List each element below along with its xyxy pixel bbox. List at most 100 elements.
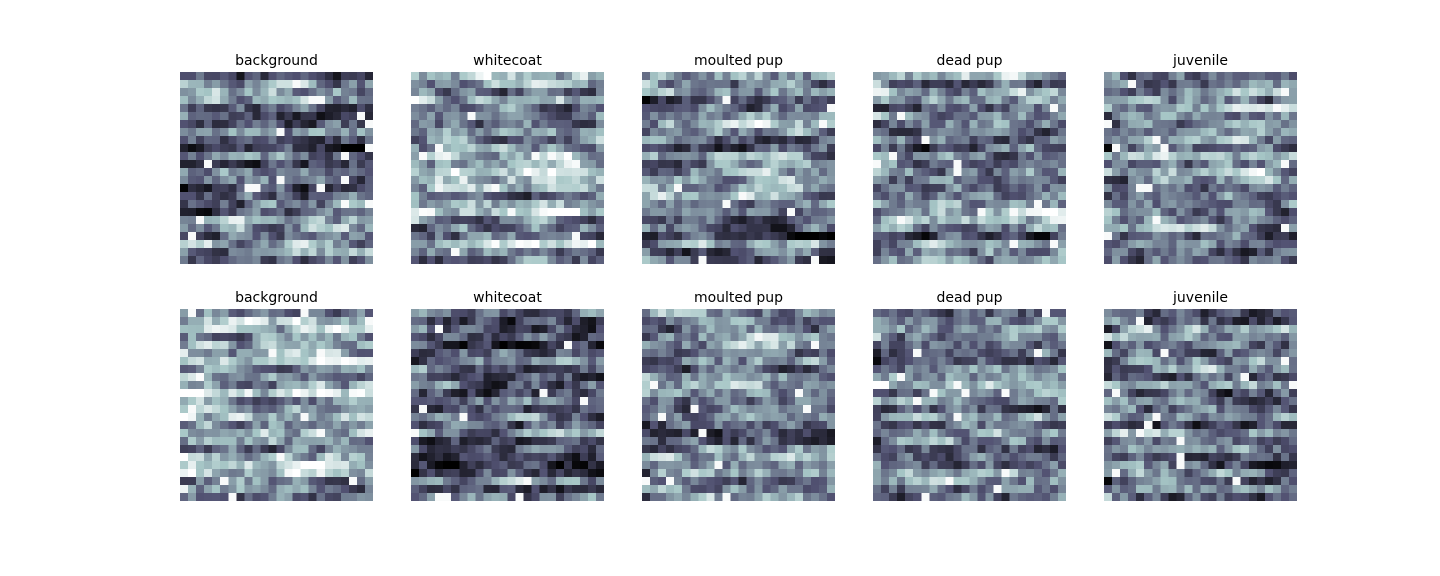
pixel-cell: [316, 469, 325, 478]
pixel-cell: [1104, 136, 1113, 145]
pixel-cell: [674, 72, 683, 81]
pixel-cell: [284, 469, 293, 478]
pixel-cell: [1001, 184, 1010, 193]
pixel-cell: [531, 256, 540, 264]
pixel-cell: [1176, 256, 1185, 264]
pixel-cell: [802, 216, 812, 225]
pixel-cell: [411, 96, 420, 105]
pixel-cell: [706, 112, 715, 121]
pixel-cell: [810, 333, 820, 342]
pixel-cell: [722, 317, 731, 326]
pixel-cell: [204, 309, 213, 318]
pixel-cell: [945, 240, 954, 249]
pixel-cell: [595, 357, 604, 366]
pixel-cell: [491, 421, 500, 430]
pixel-cell: [268, 232, 277, 241]
pixel-cell: [507, 317, 516, 326]
pixel-cell: [188, 104, 197, 113]
pixel-cell: [332, 341, 341, 350]
pixel-cell: [1272, 176, 1282, 185]
pixel-cell: [196, 493, 205, 501]
pixel-cell: [1057, 144, 1066, 153]
pixel-cell: [993, 341, 1002, 350]
pixel-cell: [220, 461, 229, 470]
pixel-cell: [1001, 317, 1010, 326]
pixel-cell: [220, 389, 229, 398]
pixel-cell: [419, 405, 428, 414]
pixel-cell: [180, 128, 189, 137]
pixel-cell: [443, 72, 452, 81]
pixel-cell: [340, 184, 350, 193]
pixel-cell: [260, 341, 269, 350]
pixel-cell: [236, 333, 245, 342]
pixel-cell: [316, 104, 325, 113]
pixel-cell: [515, 192, 524, 201]
pixel-cell: [1057, 216, 1066, 225]
pixel-cell: [698, 373, 707, 382]
pixel-cell: [483, 429, 492, 438]
pixel-cell: [515, 96, 524, 105]
pixel-cell: [722, 112, 731, 121]
pixel-cell: [1009, 168, 1018, 177]
pixel-cell: [1025, 333, 1034, 342]
pixel-cell: [204, 381, 213, 390]
pixel-cell: [220, 112, 229, 121]
pixel-cell: [348, 80, 358, 89]
pixel-cell: [483, 405, 492, 414]
pixel-cell: [1057, 405, 1066, 414]
pixel-cell: [897, 120, 906, 129]
pixel-cell: [1248, 224, 1257, 233]
pixel-cell: [531, 389, 540, 398]
pixel-cell: [443, 88, 452, 97]
pixel-cell: [244, 333, 253, 342]
pixel-cell: [531, 413, 540, 422]
pixel-cell: [826, 333, 835, 342]
pixel-cell: [905, 88, 914, 97]
pixel-cell: [324, 208, 333, 217]
pixel-cell: [180, 493, 189, 501]
pixel-cell: [180, 389, 189, 398]
pixel-cell: [881, 325, 890, 334]
pixel-cell: [1264, 128, 1274, 137]
pixel-cell: [411, 240, 420, 249]
pixel-cell: [260, 224, 269, 233]
pixel-cell: [706, 184, 715, 193]
pixel-cell: [507, 168, 516, 177]
pixel-cell: [913, 405, 922, 414]
pixel-cell: [826, 437, 835, 446]
pixel-cell: [810, 357, 820, 366]
pixel-cell: [642, 341, 651, 350]
pixel-cell: [1256, 96, 1265, 105]
pixel-cell: [491, 437, 500, 446]
pixel-cell: [802, 192, 812, 201]
pixel-cell: [762, 333, 771, 342]
pixel-cell: [929, 325, 938, 334]
pixel-cell: [682, 184, 691, 193]
pixel-cell: [690, 485, 699, 494]
patch-image: [1104, 72, 1297, 264]
pixel-cell: [475, 405, 484, 414]
pixel-cell: [236, 184, 245, 193]
pixel-cell: [754, 309, 763, 318]
pixel-cell: [531, 72, 540, 81]
pixel-cell: [332, 421, 341, 430]
pixel-cell: [1280, 144, 1290, 153]
pixel-cell: [1104, 176, 1113, 185]
pixel-cell: [1128, 120, 1137, 129]
pixel-cell: [539, 208, 548, 217]
pixel-cell: [364, 240, 373, 249]
pixel-cell: [292, 88, 301, 97]
pixel-cell: [1280, 168, 1290, 177]
pixel-cell: [786, 365, 795, 374]
pixel-cell: [690, 453, 699, 462]
pixel-cell: [348, 72, 358, 81]
pixel-cell: [706, 341, 715, 350]
pixel-cell: [674, 240, 683, 249]
pixel-cell: [212, 224, 221, 233]
pixel-cell: [220, 136, 229, 145]
pixel-cell: [945, 208, 954, 217]
pixel-cell: [714, 389, 723, 398]
pixel-cell: [977, 184, 986, 193]
pixel-cell: [252, 112, 261, 121]
pixel-cell: [1256, 208, 1265, 217]
